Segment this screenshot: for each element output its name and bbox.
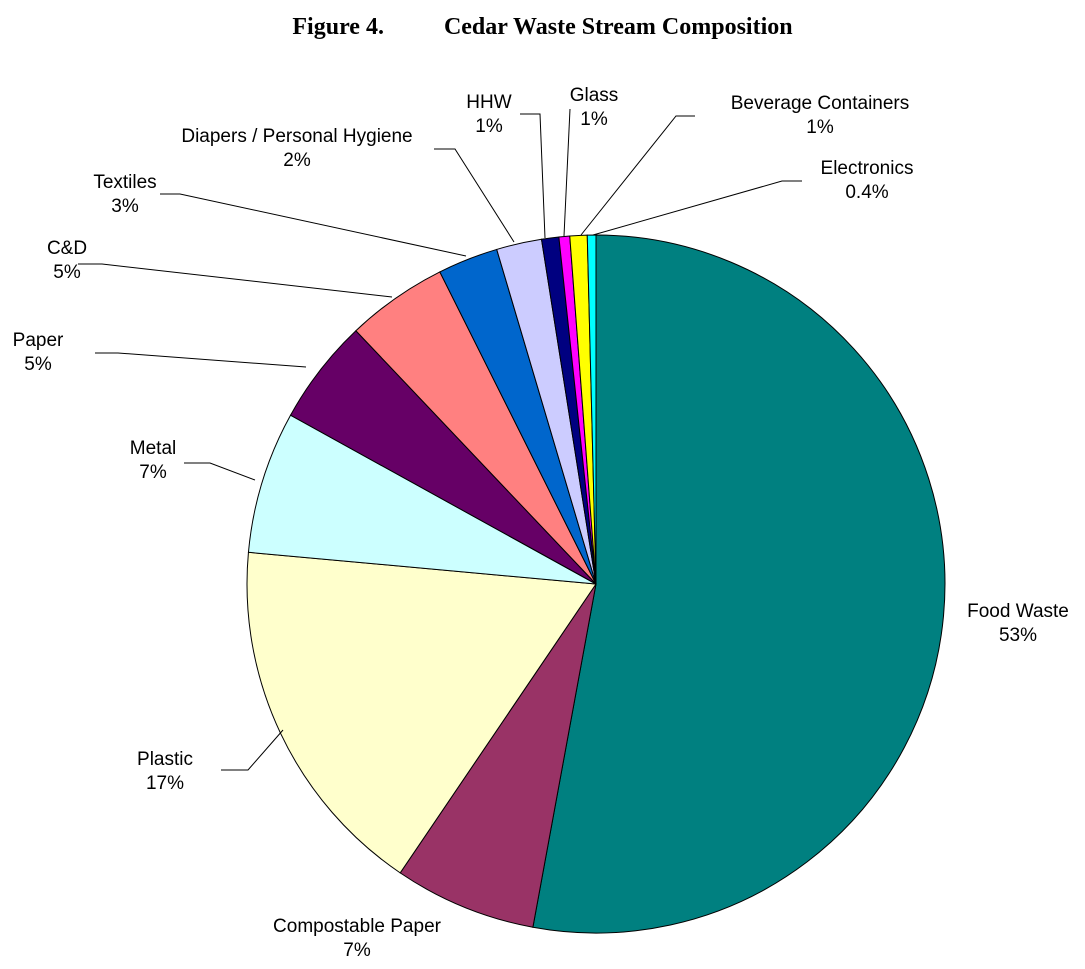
slice-label-c-d: C&D 5% — [47, 238, 87, 283]
leader-line-metal — [184, 462, 256, 481]
slice-percent: 17% — [146, 773, 184, 794]
leader-line-textiles — [160, 193, 467, 257]
slice-name: Glass — [570, 85, 619, 106]
slice-label-beverage-containers: Beverage Containers 1% — [731, 93, 910, 138]
slice-name: Compostable Paper — [273, 916, 442, 937]
slice-label-electronics: Electronics 0.4% — [821, 158, 914, 203]
slice-name: Metal — [130, 438, 176, 459]
slice-percent: 7% — [139, 462, 167, 483]
leader-line-plastic — [221, 729, 284, 771]
pie-slice-metal — [247, 414, 597, 585]
slice-name: Diapers / Personal Hygiene — [181, 126, 412, 147]
leader-line-diapers-personal-hygiene — [434, 148, 515, 243]
slice-label-textiles: Textiles 3% — [93, 172, 156, 217]
slice-percent: 7% — [343, 940, 371, 961]
slice-name: Beverage Containers — [731, 93, 910, 114]
slice-name: Food Waste — [967, 601, 1069, 622]
slice-label-compostable-paper: Compostable Paper 7% — [273, 916, 442, 961]
slice-label-diapers-personal-hygiene: Diapers / Personal Hygiene 2% — [181, 126, 412, 171]
leader-line-c-d — [78, 263, 393, 298]
slice-name: C&D — [47, 238, 87, 259]
slice-name: Electronics — [821, 158, 914, 179]
slice-name: Plastic — [137, 749, 193, 770]
slice-percent: 2% — [283, 150, 311, 171]
pie-slice-electronics — [586, 234, 597, 585]
slice-name: Textiles — [93, 172, 156, 193]
pie-slice-compostable-paper — [399, 583, 597, 928]
slice-percent: 3% — [111, 196, 139, 217]
slice-percent: 1% — [806, 117, 834, 138]
leader-line-electronics — [592, 180, 802, 236]
slice-name: HHW — [466, 92, 511, 113]
slice-label-glass: Glass 1% — [570, 85, 619, 130]
slice-label-food-waste: Food Waste 53% — [967, 601, 1069, 646]
slice-label-hhw: HHW 1% — [466, 92, 511, 137]
slice-percent: 5% — [24, 354, 52, 375]
slice-name: Paper — [13, 330, 64, 351]
slice-label-metal: Metal 7% — [130, 438, 176, 483]
pie-slice-food-waste — [532, 234, 946, 934]
slice-percent: 53% — [999, 625, 1037, 646]
leader-line-paper — [95, 352, 307, 368]
leader-line-hhw — [520, 113, 546, 239]
slice-label-paper: Paper 5% — [13, 330, 64, 375]
leader-line-beverage-containers — [580, 115, 695, 236]
slice-percent: 1% — [580, 109, 608, 130]
slice-label-plastic: Plastic 17% — [137, 749, 193, 794]
slice-percent: 1% — [475, 116, 503, 137]
leader-line-glass — [563, 108, 571, 237]
slice-percent: 5% — [53, 262, 81, 283]
slice-percent: 0.4% — [845, 182, 888, 203]
chart-title: Figure 4. Cedar Waste Stream Composition — [292, 14, 793, 40]
